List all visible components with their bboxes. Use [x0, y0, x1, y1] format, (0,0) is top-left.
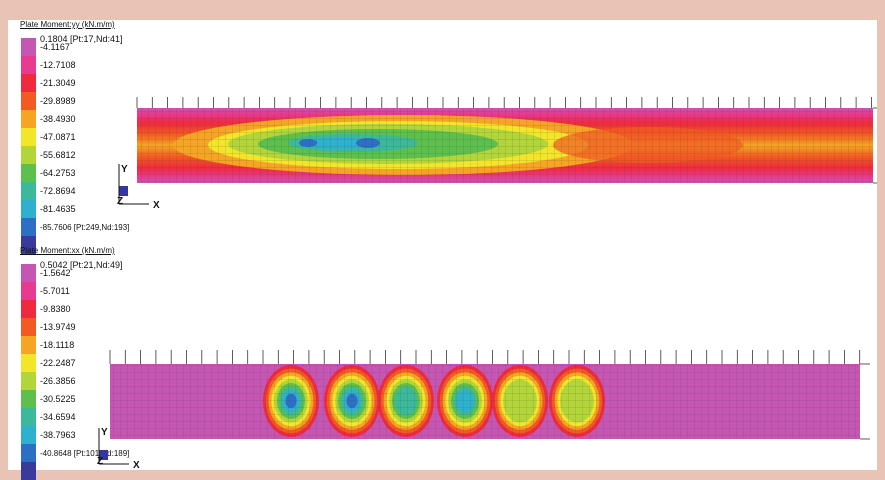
legend-title: Plate Moment:yy (kN.m/m)	[20, 20, 115, 29]
ramp-swatch	[21, 300, 36, 318]
legend-max-label: 0.1804 [Pt:17,Nd:41]	[40, 34, 123, 44]
ramp-swatch	[21, 282, 36, 300]
axis-z-label: Z	[97, 456, 103, 467]
support-ticks	[109, 350, 861, 364]
legend-level: -13.9749	[40, 322, 76, 332]
ramp-swatch	[21, 92, 36, 110]
panel-moment-yy: Plate Moment:yy (kN.m/m) 0.1804 [Pt:17,N…	[8, 20, 877, 254]
panel-moment-xx: Plate Moment:xx (kN.m/m) 0.5042 [Pt:21,N…	[8, 246, 877, 480]
ramp-swatch	[21, 74, 36, 92]
viewport: Plate Moment:yy (kN.m/m) 0.1804 [Pt:17,N…	[8, 20, 877, 480]
contour-plot-xx: Y Z X	[97, 350, 870, 471]
color-ramp	[21, 264, 36, 480]
ramp-swatch	[21, 146, 36, 164]
legend-level: -38.7963	[40, 430, 76, 440]
legend-level: -1.5642	[40, 268, 71, 278]
ramp-swatch	[21, 444, 36, 462]
ramp-swatch	[21, 182, 36, 200]
legend-level: -55.6812	[40, 150, 76, 160]
legend-level: -5.7011	[40, 286, 70, 296]
contour-plot-yy: Y Z X	[117, 97, 877, 211]
ramp-swatch	[21, 218, 36, 236]
legend-level: -4.1167	[40, 42, 70, 52]
ramp-swatch	[21, 318, 36, 336]
legend-level: -47.0871	[40, 132, 76, 142]
legend-min-label: -85.7606 [Pt:249,Nd:193]	[40, 223, 130, 232]
legend-level: -26.3856	[40, 376, 76, 386]
axis-x-label: X	[153, 200, 160, 211]
axis-y-label: Y	[121, 164, 128, 175]
ramp-swatch	[21, 128, 36, 146]
legend-title: Plate Moment:xx (kN.m/m)	[20, 246, 115, 255]
legend-level: -29.8989	[40, 96, 76, 106]
ramp-swatch	[21, 426, 36, 444]
ramp-swatch	[21, 164, 36, 182]
contour-field	[110, 364, 860, 439]
legend-level: -38.4930	[40, 114, 76, 124]
ramp-swatch	[21, 372, 36, 390]
legend-level: -30.5225	[40, 394, 76, 404]
ramp-swatch	[21, 408, 36, 426]
axis-triad: Y Z X	[117, 164, 160, 211]
ramp-swatch	[21, 336, 36, 354]
color-ramp	[21, 38, 36, 254]
ramp-swatch	[21, 38, 36, 56]
support-ticks	[136, 97, 872, 108]
ramp-swatch	[21, 56, 36, 74]
ramp-swatch	[21, 110, 36, 128]
axis-triad: Y Z X	[97, 427, 140, 471]
ramp-swatch	[21, 236, 36, 254]
legend-level: -22.2487	[40, 358, 76, 368]
legend-level: -81.4635	[40, 204, 76, 214]
ramp-swatch	[21, 354, 36, 372]
legend-level: -9.8380	[40, 304, 71, 314]
ramp-swatch	[21, 264, 36, 282]
legend-level: -64.2753	[40, 168, 76, 178]
axis-y-label: Y	[101, 427, 108, 438]
legend-max-label: 0.5042 [Pt:21,Nd:49]	[40, 260, 123, 270]
contour-field	[137, 108, 873, 183]
ramp-swatch	[21, 462, 36, 480]
legend-level: -18.1118	[40, 340, 75, 350]
axis-z-label: Z	[117, 196, 123, 207]
legend-level: -21.3049	[40, 78, 76, 88]
ramp-swatch	[21, 200, 36, 218]
legend-level: -34.6594	[40, 412, 76, 422]
legend-min-label: -40.8648 [Pt:101,Nd:189]	[40, 449, 130, 458]
ramp-swatch	[21, 390, 36, 408]
axis-x-label: X	[133, 460, 140, 471]
legend-level: -12.7108	[40, 60, 76, 70]
legend-level: -72.8694	[40, 186, 76, 196]
